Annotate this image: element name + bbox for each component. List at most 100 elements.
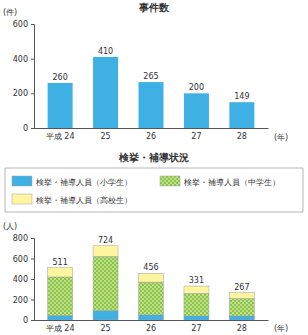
data-label: 265 [143,72,158,81]
tick: 400 [13,55,34,64]
chart: 事件数 (件) 260 410 265 200 149 0 200 400 600 平成 24 25 26… [3,2,288,142]
tick: 27 [191,324,201,333]
total-label: 267 [234,283,249,292]
legend-swatch [160,176,180,186]
tick-mark [31,128,34,129]
axis-line [31,239,35,321]
tick: 200 [13,89,34,98]
tick-label: 26 [146,324,156,333]
tick-label: 27 [191,324,201,333]
tick-mark [31,279,34,280]
data-label: 410 [98,47,113,56]
title: 検挙・補導状況 [118,152,189,163]
total-label: 511 [52,258,67,267]
x-axis: 平成 24 25 26 27 28 [35,129,269,141]
y-axis: 0 200 400 600 [13,20,35,133]
tick-mark [31,93,34,94]
bar [93,57,118,128]
tick-label: 600 [13,255,28,264]
tick-label: 0 [23,316,28,325]
tick: 800 [13,234,34,243]
tick-label: 27 [191,132,201,141]
bar [184,93,209,128]
y-axis: 0 200 400 600 800 [13,234,35,325]
tick: 600 [13,20,34,29]
bar-segment [139,273,164,282]
bar-segment [229,316,254,320]
axis-line [35,320,269,321]
tick-label: 200 [13,89,28,98]
tick-label: 400 [13,275,28,284]
bar-segment [229,298,254,315]
data-label: 200 [189,83,204,92]
x-axis: 平成 24 25 26 27 28 [35,321,269,333]
legend-swatch [12,176,32,186]
tick: 28 [237,324,247,333]
y-axis-title: (件) [3,8,17,17]
tick-mark [31,259,34,260]
bar [48,83,73,128]
tick-label: 28 [237,132,247,141]
bar-segment [48,315,73,320]
bar-segment [93,246,118,257]
total-label: 331 [189,276,204,285]
tick: 28 [237,132,247,141]
tick-label: 26 [146,132,156,141]
x-axis-title: (年) [274,133,288,142]
legend-label: 検挙・補導人員（小学生） [36,178,132,187]
tick: 25 [100,324,110,333]
tick: 600 [13,255,34,264]
legend-label: 検挙・補導人員（高校生） [36,196,132,205]
y-axis-title: (人) [3,222,17,231]
tick-mark [31,59,34,60]
bar-segment [139,315,164,320]
bar-segment [93,256,118,310]
bar [229,102,254,128]
tick: 平成 24 [46,324,75,333]
legend-box [5,168,303,212]
tick-mark [31,320,34,321]
legend-swatch [12,194,32,204]
bar-segment [48,268,73,277]
bar-segment [229,293,254,299]
plot-area [48,57,255,128]
tick-label: 200 [13,296,28,305]
tick: 27 [191,132,201,141]
tick-label: 800 [13,234,28,243]
legend: 検挙・補導人員（小学生） 検挙・補導人員（中学生） 検挙・補導人員（高校生） [5,168,303,212]
axis-line [31,25,35,129]
tick: 200 [13,296,34,305]
axis-line [35,128,269,129]
tick-label: 平成 24 [46,324,75,333]
bar-segment [184,293,209,316]
tick: 0 [23,124,34,133]
tick: 26 [146,324,156,333]
tick-label: 0 [23,124,28,133]
tick-label: 400 [13,55,28,64]
tick-label: 平成 24 [46,132,75,141]
bar-segment [93,311,118,320]
total-label: 724 [98,236,113,245]
bar-segment [184,286,209,293]
tick-label: 600 [13,20,28,29]
x-axis-title: (年) [274,324,288,333]
title: 事件数 [138,2,170,13]
tick-mark [31,300,34,301]
bar [139,82,164,128]
bar-segment [139,282,164,315]
tick-label: 25 [100,132,110,141]
total-label: 456 [143,263,158,272]
tick-label: 28 [237,324,247,333]
tick-mark [31,238,34,239]
figure: 事件数(件)2604102652001490200400600平成 242526… [0,0,308,335]
tick-label: 25 [100,324,110,333]
plot-area [48,246,255,320]
chart: 検挙・補導状況 (人) 511 724 456 331 267 0 200 400 600 800 平成… [3,152,303,333]
data-label: 260 [52,73,67,82]
tick: 0 [23,316,34,325]
tick: 26 [146,132,156,141]
data-label: 149 [234,92,249,101]
legend-label: 検挙・補導人員（中学生） [184,178,280,187]
bar-segment [48,277,73,315]
tick-mark [31,24,34,25]
